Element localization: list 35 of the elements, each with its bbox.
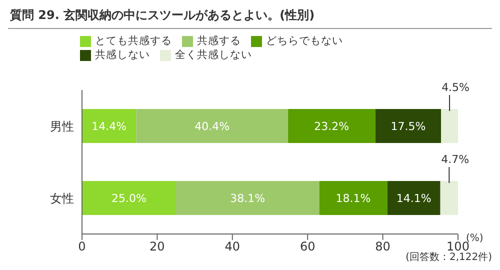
bar — [82, 109, 136, 143]
text: (回答数：2,122件) — [406, 251, 492, 264]
bar — [176, 181, 320, 215]
legend-label: 共感しない — [95, 49, 150, 61]
x-tick-label: 80 — [375, 240, 390, 254]
legend-label: とても共感する — [95, 35, 172, 47]
data-label: 14.4% — [92, 120, 127, 133]
data-label: 17.5% — [390, 120, 426, 133]
x-tick-label: 0 — [78, 240, 86, 254]
data-label: 4.7% — [441, 153, 470, 166]
bar — [387, 181, 440, 215]
data-label: 18.1% — [336, 192, 371, 205]
bar — [136, 109, 288, 143]
y-tick-label: 男性 — [50, 119, 74, 134]
data-label: 38.1% — [230, 192, 266, 205]
bar — [82, 181, 176, 215]
data-label: 40.4% — [194, 120, 230, 133]
data-label: 4.5% — [442, 81, 470, 94]
chart-title: 質問 29. 玄関収納の中にスツールがあるとよい。(性別) — [10, 7, 315, 24]
x-tick-label: 60 — [300, 240, 316, 254]
legend-label: 全く共感しない — [175, 49, 252, 61]
data-label: 14.1% — [396, 192, 432, 205]
bar — [375, 109, 442, 143]
y-tick-label: 女性 — [50, 191, 74, 206]
legend-label: どちらでもない — [266, 35, 343, 47]
bar — [440, 181, 458, 215]
x-tick-label: 40 — [224, 240, 240, 254]
bar — [288, 109, 376, 143]
bar — [441, 109, 458, 143]
bar — [319, 181, 388, 215]
x-tick-label: 20 — [150, 240, 165, 254]
data-label: 25.0% — [112, 192, 146, 205]
x-tick-label: 100 — [446, 240, 470, 254]
legend-label: 共感する — [197, 35, 241, 47]
data-label: 23.2% — [314, 120, 350, 133]
